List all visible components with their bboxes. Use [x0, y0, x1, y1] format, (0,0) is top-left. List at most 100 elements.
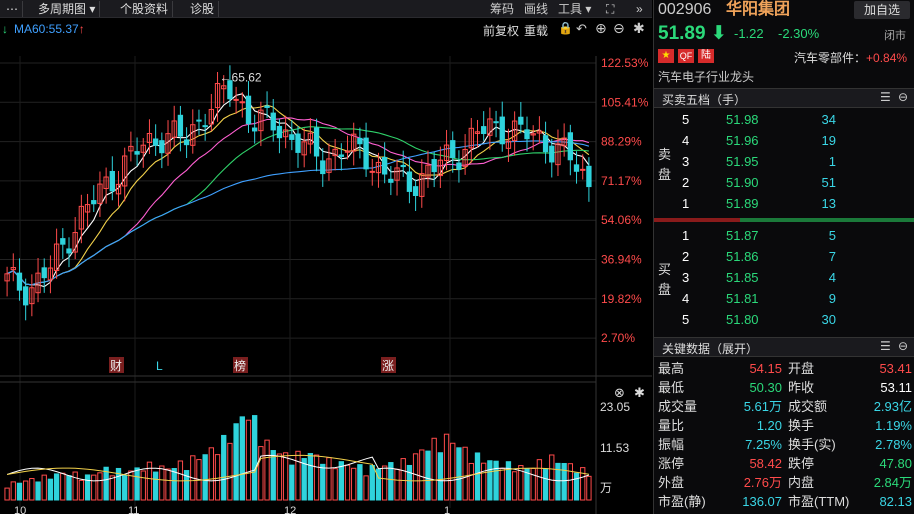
svg-text:L: L [156, 359, 163, 373]
sell-order-row[interactable]: 1 51.89 13 [654, 194, 914, 214]
sector-name: 汽车零部件 [794, 51, 855, 65]
volume-tick-label: 11.53 [600, 441, 629, 455]
candle [326, 143, 332, 181]
settings-icon[interactable]: ✱ [634, 385, 645, 400]
hk-connect-badge: 陆 [698, 49, 714, 63]
kline-chart[interactable]: ←65.62 122.53% 105.41% 88.29% 71.17% 54.06% 3… [0, 38, 652, 514]
key-data-label: 换手(实) [788, 437, 836, 452]
volume-axis-labels: 23.05 11.53 万 [600, 400, 630, 495]
menu-icon[interactable]: ☰ [880, 339, 891, 353]
volume-tick-label: 万 [600, 481, 612, 495]
order-book-ratio-bar [654, 218, 914, 222]
last-price: 51.89 ⬇ [658, 22, 727, 45]
candle [530, 125, 536, 151]
order-price: 51.87 [726, 228, 759, 243]
candles: ←65.62 [4, 65, 592, 321]
stock-info-button[interactable]: 个股资料 [116, 1, 174, 17]
add-watch-button[interactable]: 加自选 [854, 1, 910, 19]
volume-bar [412, 453, 419, 501]
order-level: 4 [682, 133, 690, 148]
svg-text:榜: 榜 [234, 358, 246, 373]
key-data-header[interactable]: 关键数据（展开） ☰ ⊖ [654, 337, 914, 357]
volume-bar [252, 415, 258, 501]
fullscreen-icon[interactable]: ⛶ [606, 2, 615, 16]
candle [122, 147, 128, 202]
adjust-before-button[interactable]: 前复权 [483, 24, 520, 38]
redraw-button[interactable]: 重载 [524, 24, 549, 38]
volume-bar [190, 455, 196, 501]
sell-order-row[interactable]: 2 51.90 51 [654, 173, 914, 193]
chips-button[interactable]: 筹码 [490, 2, 515, 16]
candle [10, 253, 16, 282]
collapse-icon[interactable]: ⊖ [898, 90, 909, 104]
volume-bar [146, 461, 153, 501]
volume-bar [437, 452, 444, 501]
quote-panel: 002906 华阳集团 加自选 51.89 ⬇ -1.22 -2.30% 闭市 … [653, 0, 914, 514]
buy-order-row[interactable]: 5 51.80 30 [654, 310, 914, 330]
key-data-label: 开盘 [788, 361, 815, 376]
chart-header: ↓ MA60:55.37↑ 前复权 重载 🔒 ↶ ⊕ ⊖ ✱ [0, 20, 652, 38]
candle [474, 119, 481, 148]
volume-bar [78, 479, 85, 501]
volume-bar [214, 454, 221, 501]
sell-order-row[interactable]: 4 51.96 19 [654, 131, 914, 151]
candle [97, 171, 103, 217]
buy-order-row[interactable]: 1 51.87 5 [654, 226, 914, 246]
candle [549, 138, 555, 178]
volume-bar [530, 467, 536, 501]
key-data-value: 53.41 [879, 361, 912, 376]
more-dots-icon[interactable]: ⋯ [2, 1, 23, 17]
candle [84, 193, 91, 227]
volume-bar [171, 468, 177, 501]
draw-button[interactable]: 画线 [524, 2, 549, 16]
period-button[interactable]: 多周期图 ▾ [34, 1, 101, 17]
top-toolbar: ⋯ 多周期图 ▾ 个股资料 诊股 筹码 画线 工具 ▾ ⛶ » [0, 0, 652, 18]
candle [573, 151, 580, 184]
candle [443, 129, 450, 171]
candle [555, 129, 561, 177]
sell-order-row[interactable]: 5 51.98 34 [654, 110, 914, 130]
order-price: 51.96 [726, 133, 759, 148]
order-volume: 9 [828, 291, 836, 306]
sell-order-row[interactable]: 3 51.95 1 [654, 152, 914, 172]
order-level: 3 [682, 154, 690, 169]
tools-button[interactable]: 工具 ▾ [558, 2, 592, 16]
diagnose-button[interactable]: 诊股 [186, 1, 220, 17]
event-marker: 涨 [381, 357, 396, 373]
volume-tick-label: 23.05 [600, 400, 630, 414]
candle [22, 278, 29, 321]
volume-bar [320, 463, 326, 501]
candle [425, 150, 431, 188]
settings-icon[interactable]: ✱ [633, 20, 645, 36]
volume-bar [233, 423, 239, 501]
volume-bar [363, 475, 369, 501]
order-volume: 5 [828, 228, 836, 243]
zoom-out-icon[interactable]: ⊖ [613, 20, 625, 36]
lock-icon[interactable]: 🔒 [558, 21, 573, 35]
undo-icon[interactable]: ↶ [576, 21, 587, 36]
zoom-in-icon[interactable]: ⊕ [595, 20, 607, 36]
candle [468, 117, 474, 163]
price-change: -1.22 [734, 26, 764, 41]
menu-icon[interactable]: ☰ [880, 90, 891, 104]
order-book-header[interactable]: 买卖五档（手） ☰ ⊖ [654, 88, 914, 108]
buy-order-row[interactable]: 3 51.85 4 [654, 268, 914, 288]
volume-bar [10, 481, 16, 501]
buy-order-row[interactable]: 4 51.81 9 [654, 289, 914, 309]
candle [276, 119, 283, 154]
volume-bar [47, 478, 54, 501]
volume-bar [60, 472, 66, 501]
collapse-icon[interactable]: ⊖ [898, 339, 909, 353]
volume-bar [301, 458, 307, 501]
key-data-label: 量比 [658, 418, 685, 433]
close-icon[interactable]: ⊗ [614, 385, 625, 400]
sector-label[interactable]: 汽车零部件：+0.84% [794, 51, 908, 65]
expand-icon[interactable]: » [636, 2, 643, 16]
candle [412, 179, 419, 212]
candle [103, 167, 109, 204]
order-volume: 1 [828, 154, 836, 169]
y-tick-label: 2.70% [601, 331, 635, 345]
ma60-value: MA60:55.37 [14, 22, 79, 36]
buy-order-row[interactable]: 2 51.86 7 [654, 247, 914, 267]
volume-bar [16, 482, 23, 501]
